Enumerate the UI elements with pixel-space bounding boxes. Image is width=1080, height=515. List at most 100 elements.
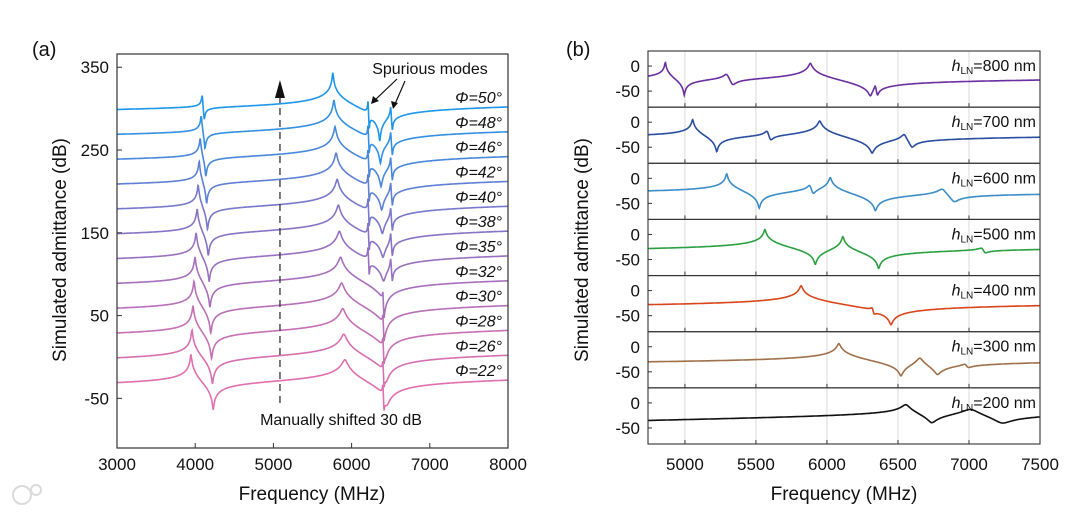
x-tick-label: 7000: [950, 455, 988, 474]
label-prefix: h: [952, 114, 961, 131]
y-tick-label: 0: [631, 57, 640, 76]
label-eq: =: [973, 226, 982, 243]
series-line-6: [117, 204, 508, 259]
series-label: Φ=28°: [455, 313, 503, 330]
spurious-arrow-2: [394, 80, 406, 105]
series-label: hLN=600 nm: [952, 170, 1036, 189]
series-label: Φ=22°: [455, 363, 503, 380]
label-subscript: LN: [960, 122, 973, 133]
label-value: 800 nm: [983, 58, 1036, 75]
subplot-2: 0 -50 hLN=600 nm: [615, 162, 1041, 220]
y-tick-label: 0: [631, 113, 640, 132]
series-label: Φ=26°: [455, 338, 503, 355]
subplot-frame: [647, 387, 1041, 445]
y-tick-label: 250: [81, 141, 109, 160]
x-tick-label: 5000: [666, 455, 704, 474]
x-axis-title: Frequency (MHz): [771, 484, 918, 505]
series-label: Φ=30°: [455, 289, 503, 306]
x-tick-label: 6500: [879, 455, 917, 474]
series-label: Φ=38°: [455, 214, 503, 231]
label-value: 600 nm: [983, 170, 1036, 187]
series-line-10: [117, 99, 508, 167]
y-axis-title: Simulated admittance (dB): [50, 138, 71, 362]
series-line-3: [648, 228, 1040, 270]
subplot-3: 0 -50 hLN=500 nm: [615, 218, 1041, 277]
spurious-annotation: Spurious modes: [372, 61, 488, 78]
x-tick-label: 7000: [411, 455, 449, 474]
subplot-6: 0 -50 hLN=200 nm: [615, 387, 1041, 445]
series-line-2: [648, 172, 1040, 212]
x-tick-label: 6000: [333, 455, 371, 474]
series-line-4: [117, 256, 508, 318]
series-label: hLN=400 nm: [952, 283, 1036, 302]
x-tick-label: 4000: [176, 455, 214, 474]
x-axis-title: Frequency (MHz): [239, 484, 386, 505]
series-line-6: [648, 403, 1040, 424]
series-label: Φ=50°: [455, 90, 503, 107]
label-subscript: LN: [960, 291, 973, 302]
label-value: 400 nm: [983, 283, 1036, 300]
x-tick-label: 8000: [489, 455, 527, 474]
label-prefix: h: [952, 58, 961, 75]
y-tick-label: -50: [615, 82, 640, 101]
series-line-7: [117, 178, 508, 235]
series-line-1: [117, 327, 508, 388]
series-label: hLN=500 nm: [952, 226, 1036, 245]
label-subscript: LN: [960, 178, 973, 189]
subplot-1: 0 -50 hLN=700 nm: [615, 106, 1041, 164]
x-tick-label: 6000: [808, 455, 846, 474]
label-prefix: h: [952, 283, 961, 300]
label-subscript: LN: [960, 347, 973, 358]
y-tick-label: 150: [81, 224, 109, 243]
series-label: hLN=200 nm: [952, 395, 1036, 414]
y-tick-label: 50: [90, 307, 109, 326]
panel-label: (a): [32, 39, 56, 61]
arrow-head-icon: [371, 96, 379, 104]
x-tick-label: 5500: [737, 455, 775, 474]
y-tick-label: -50: [615, 251, 640, 270]
series-line-2: [117, 305, 508, 365]
series-label: Φ=46°: [455, 140, 503, 157]
series-label: Φ=42°: [455, 164, 503, 181]
series-label: Φ=40°: [455, 189, 503, 206]
series-label: Φ=32°: [455, 264, 503, 281]
label-eq: =: [973, 58, 982, 75]
label-value: 500 nm: [983, 226, 1036, 243]
curves: [117, 72, 508, 411]
label-subscript: LN: [960, 403, 973, 414]
y-tick-label: 0: [631, 338, 640, 357]
series-line-0: [117, 353, 508, 411]
y-tick-label: -50: [615, 138, 640, 157]
plot-frame: [116, 53, 509, 449]
subplot-4: 0 -50 hLN=400 nm: [615, 275, 1041, 333]
label-eq: =: [973, 395, 982, 412]
label-value: 200 nm: [983, 395, 1036, 412]
series-label: hLN=700 nm: [952, 114, 1036, 133]
x-tick-label: 3000: [98, 455, 136, 474]
y-tick-label: 0: [631, 282, 640, 301]
subplot-5: 0 -50 hLN=300 nm: [615, 331, 1041, 389]
y-tick-label: -50: [615, 307, 640, 326]
y-tick-label: 350: [81, 58, 109, 77]
series-line-5: [648, 342, 1040, 377]
watermark-logo: [12, 484, 42, 505]
series-label: hLN=800 nm: [952, 58, 1036, 77]
y-tick-label: -50: [615, 194, 640, 213]
label-eq: =: [973, 339, 982, 356]
label-value: 300 nm: [983, 339, 1036, 356]
shift-annotation: Manually shifted 30 dB: [260, 412, 422, 429]
x-tick-label: 7500: [1021, 455, 1059, 474]
panel-a: Φ=22° Φ=26° Φ=28° Φ=30° Φ=32° Φ=35° Φ=38° Φ=40°…: [32, 39, 527, 505]
label-prefix: h: [952, 226, 961, 243]
label-value: 700 nm: [983, 114, 1036, 131]
series-line-9: [117, 124, 508, 189]
arrow-up-icon: [274, 80, 285, 98]
label-prefix: h: [952, 395, 961, 412]
y-tick-label: -50: [84, 389, 109, 408]
arrow-head-icon: [391, 101, 398, 109]
spurious-arrow-1: [374, 78, 398, 101]
series-line-4: [648, 284, 1040, 326]
y-axis-title: Simulated admittance (dB): [572, 138, 593, 362]
y-tick-label: 0: [631, 225, 640, 244]
